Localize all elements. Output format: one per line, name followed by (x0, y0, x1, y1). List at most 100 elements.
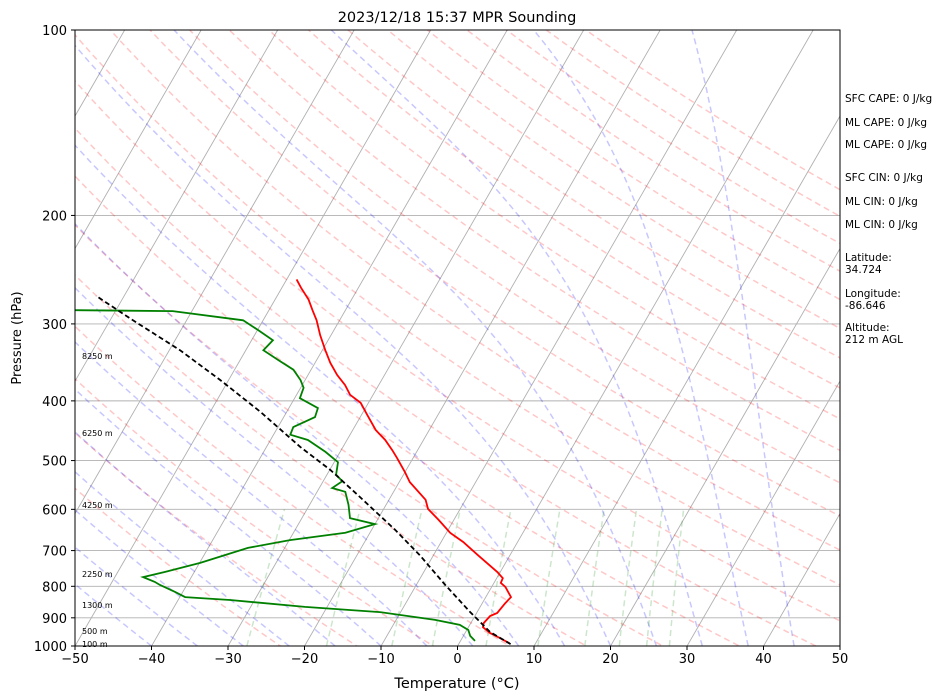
height-label: 8250 m (82, 352, 113, 361)
chart-title: 2023/12/18 15:37 MPR Sounding (338, 10, 577, 26)
x-tick-label: −30 (214, 652, 241, 667)
height-label: 1300 m (82, 601, 113, 610)
mixing-ratio-line (584, 509, 605, 646)
dry-adiabat-line (267, 30, 840, 420)
mixing-ratio-line (431, 509, 462, 646)
isotherm-line (533, 115, 840, 646)
moist-adiabat-line (75, 222, 520, 646)
y-tick-label: 200 (42, 209, 67, 224)
dry-adiabat-line (75, 431, 359, 646)
dry-adiabat-line (148, 30, 840, 517)
height-label: 500 m (82, 627, 108, 636)
dry-adiabat-line (75, 377, 435, 646)
ml-cin-label-2: ML CIN: 0 J/kg (845, 219, 918, 231)
moist-adiabat-line (75, 470, 290, 646)
dry-adiabat-line (75, 325, 512, 646)
mixing-ratio-line (537, 509, 561, 646)
x-tick-label: −20 (291, 652, 318, 667)
y-axis-label: Pressure (hPa) (10, 291, 25, 384)
ml-cape-label-2: ML CAPE: 0 J/kg (845, 139, 928, 151)
dry-adiabat-line (109, 30, 840, 551)
y-tick-label: 700 (42, 545, 67, 560)
isotherm-line (75, 30, 432, 646)
axis-ticks: −50 −40 −30 −20 −10 0 10 20 30 40 50 1000 900 800 700 6… (34, 24, 848, 667)
moist-adiabat-line (75, 44, 612, 646)
dry-adiabat-line (307, 30, 840, 389)
isotherm-line (75, 30, 279, 382)
longitude-label: Longitude: -86.646 (845, 288, 901, 312)
isotherm-line (610, 247, 840, 646)
isotherm-line (75, 30, 355, 515)
temperature-line (295, 278, 513, 645)
x-tick-label: 50 (832, 652, 849, 667)
moist-adiabat-line (75, 144, 566, 646)
isotherm-line (227, 30, 585, 646)
isotherm-line (763, 512, 840, 646)
height-label: 6250 m (82, 429, 113, 438)
moist-adiabat-line (75, 431, 336, 646)
isotherm-line (304, 30, 661, 646)
mixing-ratio-line (485, 509, 512, 646)
parcel-profile-line (95, 294, 512, 645)
dry-adiabat-line (75, 487, 282, 646)
x-tick-label: 10 (526, 652, 543, 667)
x-tick-label: 0 (453, 652, 461, 667)
reference-lines (0, 16, 840, 659)
altitude-label: Altitude: 212 m AGL (845, 322, 903, 346)
x-tick-label: 30 (679, 652, 696, 667)
moist-adiabat-line (75, 286, 474, 646)
height-label: 2250 m (82, 570, 113, 579)
y-tick-label: 100 (42, 24, 67, 39)
y-tick-label: 900 (42, 612, 67, 627)
dry-adiabat-line (426, 30, 840, 301)
dry-adiabat-line (75, 274, 588, 646)
dry-adiabat-line (188, 30, 840, 484)
dry-adiabat-line (75, 175, 742, 646)
height-label: 4250 m (82, 501, 113, 510)
isotherm-line (151, 30, 508, 646)
moist-adiabat-line (75, 340, 428, 646)
y-tick-label: 600 (42, 503, 67, 518)
ml-cape-label: ML CAPE: 0 J/kg (845, 117, 928, 129)
y-tick-label: 1000 (34, 640, 67, 655)
dry-adiabat-line (75, 79, 840, 622)
isotherm-line (686, 380, 840, 646)
x-tick-label: −50 (61, 652, 88, 667)
height-label: 100 m (82, 640, 108, 649)
dry-adiabat-line (346, 30, 840, 359)
mixing-ratio-line (325, 509, 361, 646)
moist-adiabat-line (75, 508, 244, 646)
latitude-label: Latitude: 34.724 (845, 252, 892, 276)
sfc-cape-label: SFC CAPE: 0 J/kg (845, 93, 933, 105)
isotherm-line (457, 30, 814, 646)
moist-adiabat-line (75, 388, 382, 646)
height-labels: 8250 m 6250 m 4250 m 2250 m 1300 m 500 m 100 m (82, 352, 113, 649)
dry-adiabat-line (75, 127, 818, 646)
moist-adiabat-line (173, 30, 658, 646)
x-tick-label: 20 (602, 652, 619, 667)
profiles (75, 278, 513, 645)
y-tick-label: 300 (42, 318, 67, 333)
isotherm-line (380, 30, 738, 646)
dry-adiabat-line (75, 33, 840, 586)
moist-adiabat-line (691, 30, 795, 646)
x-tick-label: −40 (138, 652, 165, 667)
x-axis-label: Temperature (°C) (393, 676, 519, 692)
mixing-ratio-line (246, 509, 286, 646)
dewpoint-line (75, 309, 476, 642)
ml-cin-label: ML CIN: 0 J/kg (845, 196, 918, 208)
moist-adiabat-line (533, 30, 749, 646)
y-tick-label: 400 (42, 395, 67, 410)
mixing-ratio-line (618, 509, 638, 646)
isotherm-line (75, 30, 202, 250)
isotherm-line (0, 16, 56, 659)
mixing-ratio-line (391, 509, 423, 646)
y-tick-label: 800 (42, 580, 67, 595)
dry-adiabat-line (228, 30, 840, 452)
sfc-cin-label: SFC CIN: 0 J/kg (845, 172, 923, 184)
x-tick-label: 40 (755, 652, 772, 667)
mixing-ratio-line (645, 509, 663, 646)
y-tick-label: 500 (42, 455, 67, 470)
x-tick-label: −10 (367, 652, 394, 667)
